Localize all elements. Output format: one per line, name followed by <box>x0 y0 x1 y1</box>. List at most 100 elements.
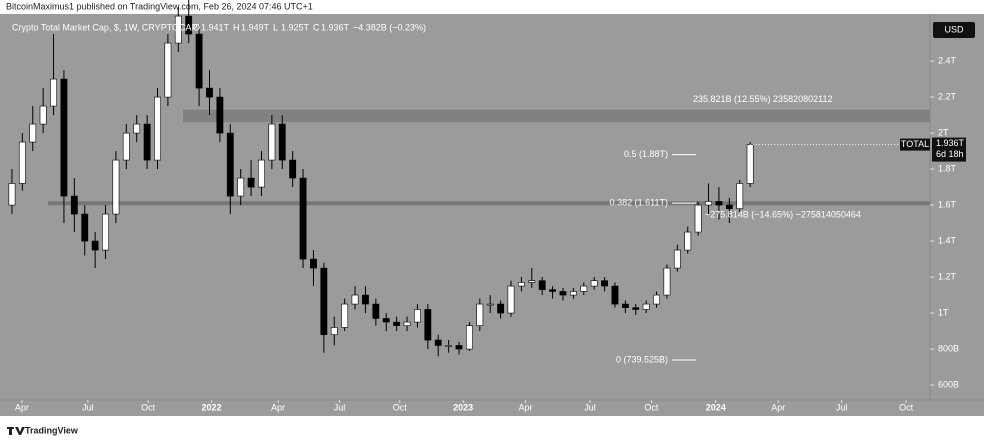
candle-body <box>278 123 286 161</box>
candle-body <box>320 267 328 335</box>
candle-body <box>715 201 723 206</box>
candle-body <box>611 285 619 305</box>
candle-body <box>465 325 473 350</box>
candle-body <box>341 303 349 328</box>
candle-body <box>330 327 338 335</box>
candle-body <box>372 303 380 319</box>
x-tick-label: 2022 <box>202 402 222 412</box>
candle-body <box>122 132 130 161</box>
zone-label: 235.821B (12.55%) 235820802112 <box>693 94 832 104</box>
y-tick-label: 1.6T <box>938 199 957 209</box>
y-tick-label: 2.4T <box>938 55 957 65</box>
candle-body <box>653 294 660 305</box>
candle-body <box>102 213 109 251</box>
candle-body <box>362 294 369 305</box>
candle-body <box>299 177 307 260</box>
candle-body <box>268 123 276 161</box>
candle-body <box>206 87 213 98</box>
last-price-label: 1.936T <box>936 138 965 148</box>
candle-body <box>185 15 193 35</box>
candle-body <box>18 141 26 184</box>
x-tick-label: Oct <box>899 402 914 412</box>
candle-body <box>414 309 421 323</box>
x-tick-label: Oct <box>393 402 408 412</box>
y-tick-label: 600B <box>938 379 959 389</box>
countdown: 6d 18h <box>936 149 964 159</box>
candle-body <box>39 105 47 125</box>
candle-body <box>29 123 37 143</box>
candle-body <box>289 159 297 179</box>
x-tick-label: 2023 <box>453 402 473 412</box>
candle-body <box>393 321 401 326</box>
footer-brand: TradingView <box>25 425 79 435</box>
candle-body <box>247 177 255 188</box>
candle-body <box>351 294 359 305</box>
candle-body <box>684 231 692 251</box>
y-tick-label: 1T <box>938 307 949 317</box>
candle-body <box>580 285 588 292</box>
candle-body <box>476 303 484 326</box>
chart-background <box>0 14 984 416</box>
candle-body <box>663 267 671 296</box>
published: BitcoinMaximus1 published on TradingView… <box>6 1 313 11</box>
y-tick-label: 800B <box>938 343 959 353</box>
candle-body <box>486 303 494 306</box>
candle-body <box>258 159 265 188</box>
x-tick-label: Oct <box>141 402 156 412</box>
candle-body <box>237 177 245 197</box>
y-tick-label: 1.8T <box>938 163 957 173</box>
candle-body <box>746 144 754 184</box>
candle-body <box>403 321 411 326</box>
candle-body <box>50 78 57 107</box>
candle-body <box>310 258 317 269</box>
candle-body <box>642 303 650 310</box>
candle-body <box>226 132 234 197</box>
candle-body <box>164 42 172 98</box>
x-tick-label: Apr <box>771 402 785 412</box>
fib-label: 0 (739.525B) <box>616 354 668 364</box>
candle-body <box>549 289 557 292</box>
symbol-box <box>900 138 930 151</box>
x-tick-label: Jul <box>584 402 596 412</box>
resistance-zone <box>183 109 930 123</box>
legend-value: 1.949T <box>241 22 270 32</box>
x-tick-label: Jul <box>334 402 346 412</box>
candle-body <box>497 303 505 314</box>
candle-body <box>143 123 151 161</box>
candle-body <box>455 345 463 350</box>
candle-body <box>195 33 203 89</box>
candle-body <box>445 345 453 347</box>
legend-value: 1.925T <box>281 22 310 32</box>
x-tick-label: Apr <box>271 402 285 412</box>
x-tick-label: Apr <box>519 402 533 412</box>
legend-value: 1.941T <box>201 22 230 32</box>
candle-body <box>112 159 120 215</box>
legend-change: −4.382B (−0.23%) <box>353 22 426 32</box>
legend-key: H <box>233 22 240 32</box>
candle-body <box>694 204 702 233</box>
footer-logo <box>7 427 25 435</box>
support-label: −275.814B (−14.65%) −275814050464 <box>705 210 861 220</box>
candle-body <box>528 280 536 283</box>
legend-key: C <box>313 22 320 32</box>
x-tick-label: Oct <box>644 402 659 412</box>
candle-body <box>538 280 546 290</box>
candle-body <box>434 339 442 346</box>
candle-body <box>60 78 68 197</box>
fib-label: 0.5 (1.88T) <box>624 149 668 159</box>
candle-body <box>601 280 608 287</box>
fib-label: 0.382 (1.611T) <box>610 197 668 207</box>
y-tick-label: 2.2T <box>938 91 957 101</box>
y-tick-label: 2T <box>938 127 949 137</box>
x-tick-label: Apr <box>15 402 29 412</box>
candle-body <box>8 183 16 206</box>
candle-body <box>216 96 224 134</box>
candle-body <box>725 204 733 209</box>
currency: USD <box>944 24 964 34</box>
candle-body <box>424 309 432 341</box>
candle-body <box>382 318 390 323</box>
x-tick-label: Jul <box>82 402 94 412</box>
candle-body <box>621 303 629 308</box>
candle-body <box>517 282 525 287</box>
